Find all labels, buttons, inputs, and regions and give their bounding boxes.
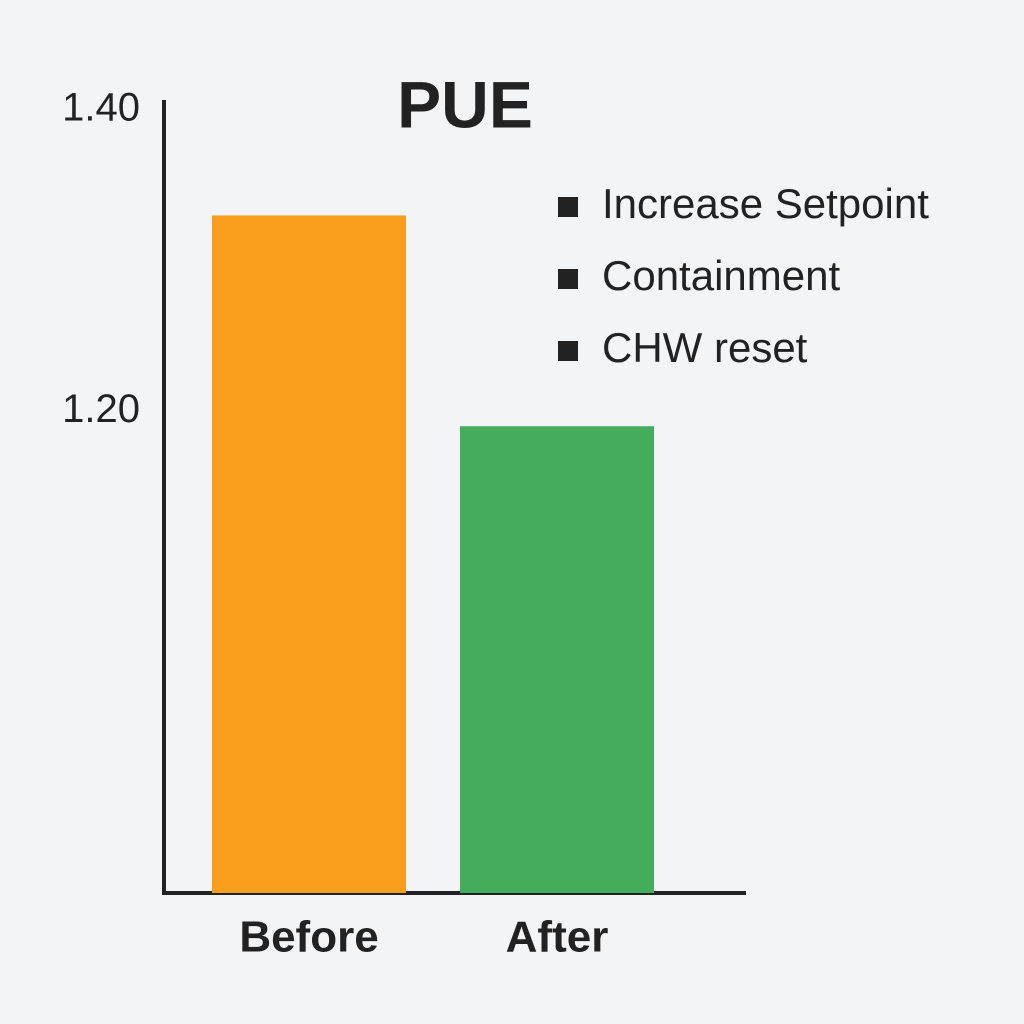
legend-label: CHW reset <box>602 324 808 371</box>
legend-marker <box>558 197 578 217</box>
bar <box>460 426 654 893</box>
legend-label: Increase Setpoint <box>602 180 929 227</box>
bar <box>212 215 406 894</box>
x-tick-label: After <box>506 913 609 962</box>
legend-marker <box>558 269 578 289</box>
legend-label: Containment <box>602 252 840 299</box>
y-tick-label: 1.20 <box>62 387 140 431</box>
legend-marker <box>558 341 578 361</box>
chart-title: PUE <box>397 67 533 141</box>
y-tick-label: 1.40 <box>62 86 140 130</box>
x-tick-label: Before <box>239 913 378 962</box>
